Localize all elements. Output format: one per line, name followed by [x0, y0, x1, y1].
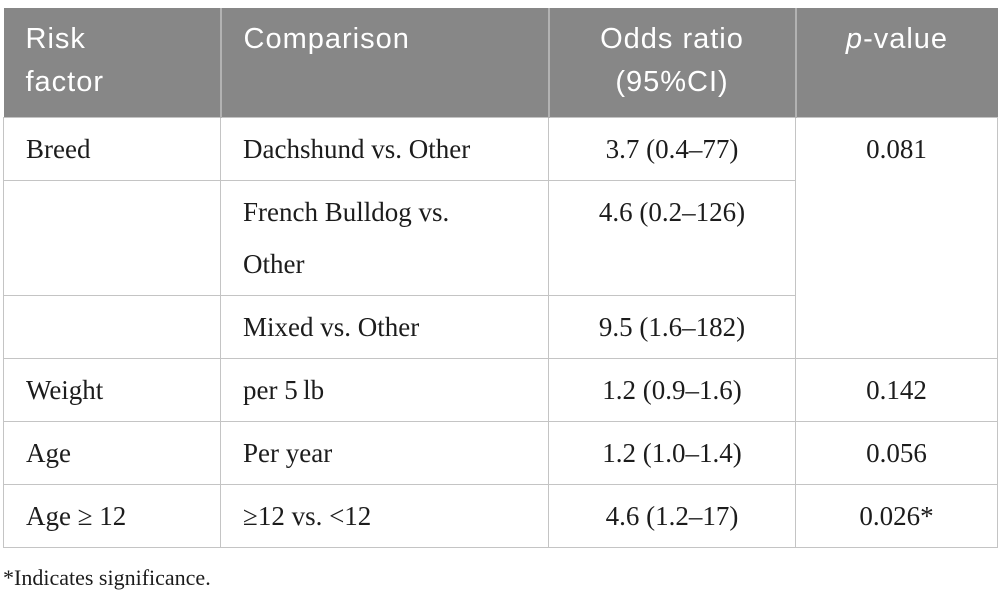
table-row-age: Age Per year 1.2 (1.0–1.4) 0.056	[3, 420, 998, 485]
cell-p-value: 0.142	[795, 357, 998, 422]
risk-factor-table: Risk factor Comparison Odds ratio (95%CI…	[3, 8, 998, 548]
cell-odds-ratio: 4.6 (1.2–17)	[548, 483, 796, 548]
column-header-risk-factor: Risk factor	[3, 8, 221, 117]
table-row-age-gte-12: Age ≥ 12 ≥12 vs. <12 4.6 (1.2–17) 0.026*	[3, 483, 998, 548]
cell-comparison: French Bulldog vs. Other	[220, 179, 549, 296]
cell-odds-ratio: 3.7 (0.4–77)	[548, 116, 796, 181]
table-row-breed-mixed: Mixed vs. Other 9.5 (1.6–182)	[3, 294, 998, 359]
cell-comparison: Mixed vs. Other	[220, 294, 549, 359]
cell-comparison: ≥12 vs. <12	[220, 483, 549, 548]
header-row: Risk factor Comparison Odds ratio (95%CI…	[3, 8, 998, 117]
column-header-odds-ratio: Odds ratio (95%CI)	[547, 8, 796, 117]
cell-p-value: 0.056	[795, 420, 998, 485]
cell-p-value: 0.026*	[795, 483, 998, 548]
cell-risk-factor: Age ≥ 12	[3, 483, 221, 548]
cell-risk-factor: Weight	[3, 357, 221, 422]
table-row-breed-dachshund: Breed Dachshund vs. Other 3.7 (0.4–77) 0…	[3, 116, 998, 359]
cell-risk-factor	[3, 294, 221, 359]
cell-comparison: Dachshund vs. Other	[220, 116, 549, 181]
table-row-weight: Weight per 5 lb 1.2 (0.9–1.6) 0.142	[3, 357, 998, 422]
p-value-italic-p: p	[845, 23, 864, 55]
cell-comparison: Per year	[220, 420, 549, 485]
cell-p-value-breed: 0.081	[795, 116, 998, 359]
column-header-comparison: Comparison	[219, 8, 549, 117]
cell-odds-ratio: 4.6 (0.2–126)	[548, 179, 796, 296]
cell-risk-factor: Age	[3, 420, 221, 485]
cell-risk-factor: Breed	[3, 116, 221, 181]
p-value-rest: -value	[863, 23, 949, 55]
cell-comparison: per 5 lb	[220, 357, 549, 422]
table-footnote: *Indicates significance.	[3, 564, 211, 590]
column-header-p-value: p-value	[794, 8, 998, 117]
cell-odds-ratio: 1.2 (1.0–1.4)	[548, 420, 796, 485]
cell-risk-factor	[3, 179, 221, 296]
cell-odds-ratio: 9.5 (1.6–182)	[548, 294, 796, 359]
cell-odds-ratio: 1.2 (0.9–1.6)	[548, 357, 796, 422]
